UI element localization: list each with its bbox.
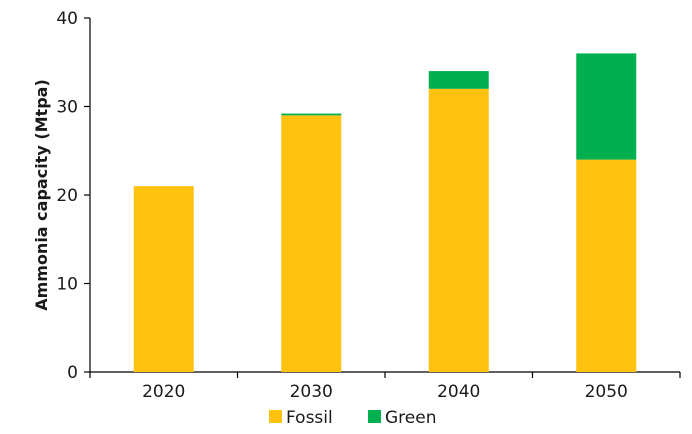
x-ticks: 2020 2030 2040 2050 <box>89 372 681 402</box>
y-tick-label: 0 <box>67 363 78 383</box>
y-tick-label: 20 <box>56 186 78 206</box>
legend-label-fossil: Fossil <box>286 408 333 428</box>
y-tick-label: 10 <box>56 275 78 295</box>
y-ticks: 0 10 20 30 40 <box>56 9 90 383</box>
x-tick-label: 2020 <box>142 382 185 402</box>
bar-fossil-2030 <box>281 115 342 372</box>
y-tick-label: 30 <box>56 98 78 118</box>
bar-green-2050 <box>576 53 637 160</box>
legend-label-green: Green <box>385 408 436 428</box>
y-tick-label: 40 <box>56 9 78 29</box>
x-tick-label: 2040 <box>437 382 480 402</box>
y-axis-label: Ammonia capacity (Mtpa) <box>32 79 51 311</box>
bar-fossil-2020 <box>133 186 194 372</box>
legend-swatch-green <box>368 410 381 423</box>
legend: Fossil Green <box>269 408 436 428</box>
x-tick-label: 2050 <box>585 382 628 402</box>
legend-swatch-fossil <box>269 410 282 423</box>
bar-green-2040 <box>428 71 489 89</box>
bars <box>133 53 637 373</box>
bar-fossil-2050 <box>576 159 637 372</box>
bar-fossil-2040 <box>428 88 489 373</box>
bar-green-2030 <box>281 113 342 116</box>
x-tick-label: 2030 <box>290 382 333 402</box>
